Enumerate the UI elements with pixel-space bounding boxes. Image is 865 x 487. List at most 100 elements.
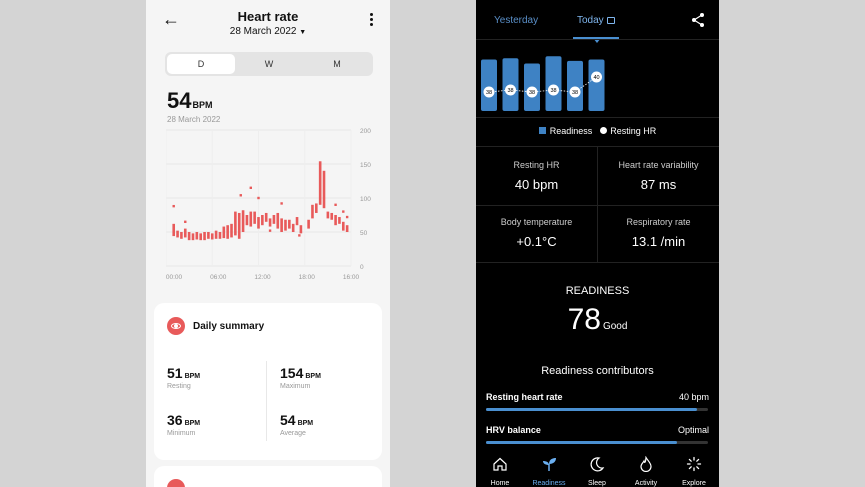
- divider: [476, 117, 719, 118]
- stat-average: 54 BPM Average: [280, 412, 313, 437]
- readiness-chart: 38 38 38 38 38 40: [481, 56, 605, 111]
- legend-hr: Resting HR: [610, 126, 657, 136]
- readiness-score: 78 Good: [476, 303, 719, 337]
- metric-value: +0.1°C: [516, 234, 557, 249]
- metric-label: Body temperature: [500, 217, 573, 227]
- stat-value: 154: [280, 365, 304, 381]
- contributors-title: Readiness contributors: [541, 365, 654, 377]
- hr-dot: [268, 229, 272, 232]
- resting-hr-point: [505, 84, 516, 96]
- hr-bar: [249, 211, 253, 227]
- resting-hr-point: [548, 84, 559, 96]
- current-bpm-value: 54: [167, 88, 192, 113]
- hr-bar: [264, 212, 268, 222]
- summary-title: Daily summary: [193, 321, 265, 332]
- stat-minimum: 36 BPM Minimum: [167, 412, 200, 437]
- share-icon[interactable]: [690, 12, 706, 28]
- hr-bar: [341, 221, 345, 231]
- hr-dot: [184, 220, 187, 223]
- caret-down-icon: ▼: [299, 29, 307, 36]
- hr-bar: [295, 217, 299, 226]
- flame-icon: [640, 455, 652, 473]
- tab-caret-icon: [593, 38, 601, 43]
- legend-swatch-readiness: [538, 127, 546, 134]
- hr-bar: [230, 223, 233, 238]
- metric-label: Heart rate variability: [618, 160, 699, 170]
- readiness-bar: [545, 56, 562, 111]
- hr-bar: [318, 161, 322, 205]
- resting-hr-label: 38: [572, 90, 578, 96]
- hr-bar: [257, 217, 260, 229]
- readiness-label: READINESS: [565, 285, 630, 297]
- metric-resting-hr[interactable]: Resting HR 40 bpm: [476, 160, 597, 192]
- hr-bar: [245, 215, 249, 226]
- readiness-bar: [588, 59, 605, 111]
- nav-sleep[interactable]: Sleep: [573, 456, 621, 487]
- hr-bar: [338, 217, 341, 224]
- card-icon: [167, 479, 185, 487]
- readiness-bar: [481, 59, 497, 111]
- calendar-icon: [606, 17, 615, 24]
- bottom-nav: Home Readiness Sleep Activity: [476, 452, 719, 487]
- hr-bar: [226, 225, 229, 239]
- metric-body-temperature[interactable]: Body temperature +0.1°C: [476, 217, 597, 249]
- tab-yesterday[interactable]: Yesterday: [494, 15, 539, 26]
- stat-value: 36: [167, 412, 183, 428]
- hr-bar: [291, 223, 295, 232]
- hr-bar: [183, 228, 187, 238]
- sprout-icon: [543, 458, 556, 471]
- hr-bar: [237, 212, 241, 239]
- header: ← Heart rate 28 March 2022 ▼: [146, 0, 390, 46]
- more-options-icon[interactable]: [370, 13, 374, 28]
- hr-bar: [288, 219, 291, 229]
- resting-hr-point: [526, 86, 538, 98]
- tab-month[interactable]: M: [333, 59, 341, 69]
- period-tabs: D W M: [165, 52, 373, 76]
- hr-dot: [342, 210, 345, 213]
- home-icon: [493, 457, 507, 471]
- hr-dot: [257, 196, 260, 200]
- contributor-hrv-balance[interactable]: HRV balance Optimal: [486, 425, 709, 435]
- readiness-bar: [567, 60, 583, 111]
- stat-value: 54: [280, 412, 296, 428]
- hr-dot: [334, 203, 337, 206]
- resting-hr-point: [569, 86, 581, 98]
- hr-bar: [311, 204, 314, 219]
- contributor-resting-hr[interactable]: Resting heart rate 40 bpm: [486, 392, 709, 402]
- tab-week[interactable]: W: [264, 59, 274, 69]
- hr-bar: [299, 225, 303, 234]
- hr-bar: [276, 212, 280, 229]
- y-tick-label: 150: [360, 162, 371, 169]
- hr-bar: [234, 211, 237, 236]
- metric-respiratory-rate[interactable]: Respiratory rate 13.1 /min: [598, 217, 719, 249]
- nav-explore[interactable]: Explore: [670, 456, 718, 487]
- divider: [476, 146, 719, 147]
- hr-dot: [239, 194, 242, 197]
- nav-activity[interactable]: Activity: [622, 455, 670, 487]
- back-arrow-icon[interactable]: ←: [162, 9, 180, 29]
- nav-label: Readiness: [532, 480, 566, 487]
- contributor-bar-fill: [486, 441, 677, 444]
- hr-bar: [214, 230, 218, 239]
- hr-dot: [249, 186, 252, 189]
- metric-hrv[interactable]: Heart rate variability 87 ms: [598, 160, 719, 192]
- nav-home[interactable]: Home: [476, 456, 524, 487]
- stat-unit: BPM: [184, 373, 201, 380]
- hr-bar: [272, 215, 276, 224]
- nav-readiness[interactable]: Readiness: [525, 456, 573, 487]
- hr-bar: [218, 232, 222, 239]
- current-date: 28 March 2022: [167, 115, 221, 124]
- date-selector[interactable]: 28 March 2022 ▼: [146, 26, 390, 37]
- hr-bar: [253, 211, 256, 224]
- y-tick-label: 200: [360, 128, 371, 135]
- tab-today[interactable]: Today: [577, 15, 615, 26]
- stat-unit: BPM: [305, 373, 321, 380]
- heart-rate-chart: 200 150 100 50 0 00:00 06:00 12:00 18:00 16:00: [166, 128, 371, 281]
- heart-rate-screen: ← Heart rate 28 March 2022 ▼ D W M 54BPM…: [146, 0, 390, 487]
- tab-day[interactable]: D: [167, 54, 235, 74]
- x-tick-label: 16:00: [343, 274, 360, 281]
- hr-bar: [191, 233, 195, 241]
- hr-bar: [241, 210, 245, 232]
- hr-bar: [334, 215, 337, 226]
